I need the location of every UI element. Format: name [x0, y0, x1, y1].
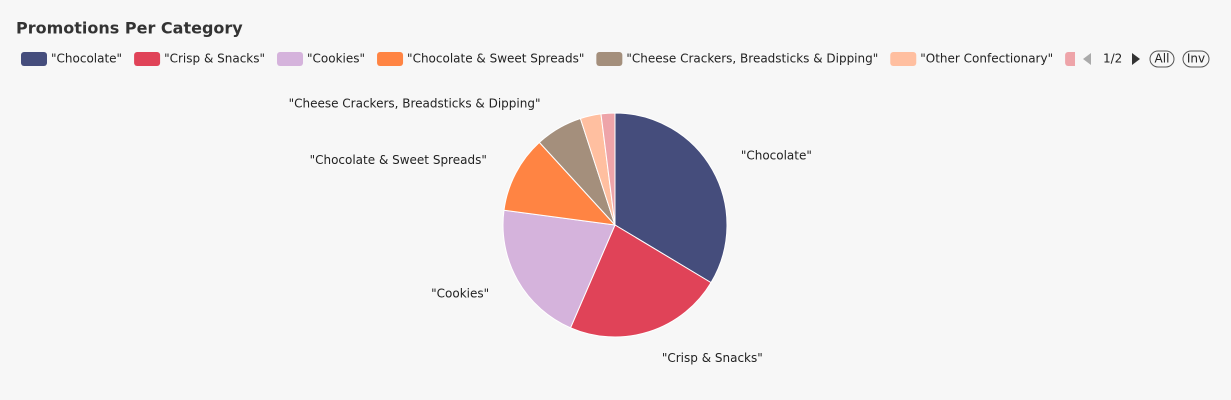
slice-label: "Cheese Crackers, Breadsticks & Dipping"	[289, 97, 541, 111]
legend-label: "Cheese Crackers, Breadsticks & Dipping"	[626, 52, 878, 66]
legend-swatch[interactable]	[1065, 52, 1091, 66]
legend-next[interactable]	[1132, 53, 1140, 65]
pie-slice	[614, 112, 728, 284]
legend-swatch[interactable]	[134, 52, 161, 66]
pie-slice	[600, 112, 616, 226]
pie-slice	[503, 141, 617, 226]
legend-label: "Chocolate & Sweet Spreads"	[407, 52, 584, 66]
legend-label: "Cookies"	[307, 52, 365, 66]
legend-swatch[interactable]	[890, 52, 917, 66]
chart-title: Promotions Per Category	[16, 19, 243, 38]
slice-label: "Chocolate"	[741, 149, 812, 163]
slice-label: "Cookies"	[431, 286, 489, 300]
pie-slice	[502, 209, 616, 329]
slice-label: "Crisp & Snacks"	[662, 351, 763, 365]
all-button[interactable]	[1149, 50, 1175, 68]
legend: "Chocolate" "Crisp & Snacks" "Cookies" "Cho…	[21, 52, 1091, 66]
legend-swatch[interactable]	[21, 52, 47, 66]
legend-prev[interactable]	[1083, 53, 1091, 65]
legend-swatch[interactable]	[277, 52, 304, 66]
pie-slice	[569, 224, 712, 338]
inv-label: Inv	[1187, 52, 1205, 66]
legend-label: "Chocolate"	[51, 52, 122, 66]
legend-swatch[interactable]	[377, 52, 404, 66]
slice-label: "Chocolate & Sweet Spreads"	[310, 153, 487, 167]
legend-label: "Other Confectionary"	[920, 52, 1053, 66]
legend-page: 1/2	[1103, 52, 1122, 66]
inv-button[interactable]	[1182, 50, 1210, 68]
legend-swatch[interactable]	[596, 52, 623, 66]
legend-label: "Crisp & Snacks"	[164, 52, 265, 66]
all-label: All	[1155, 52, 1170, 66]
